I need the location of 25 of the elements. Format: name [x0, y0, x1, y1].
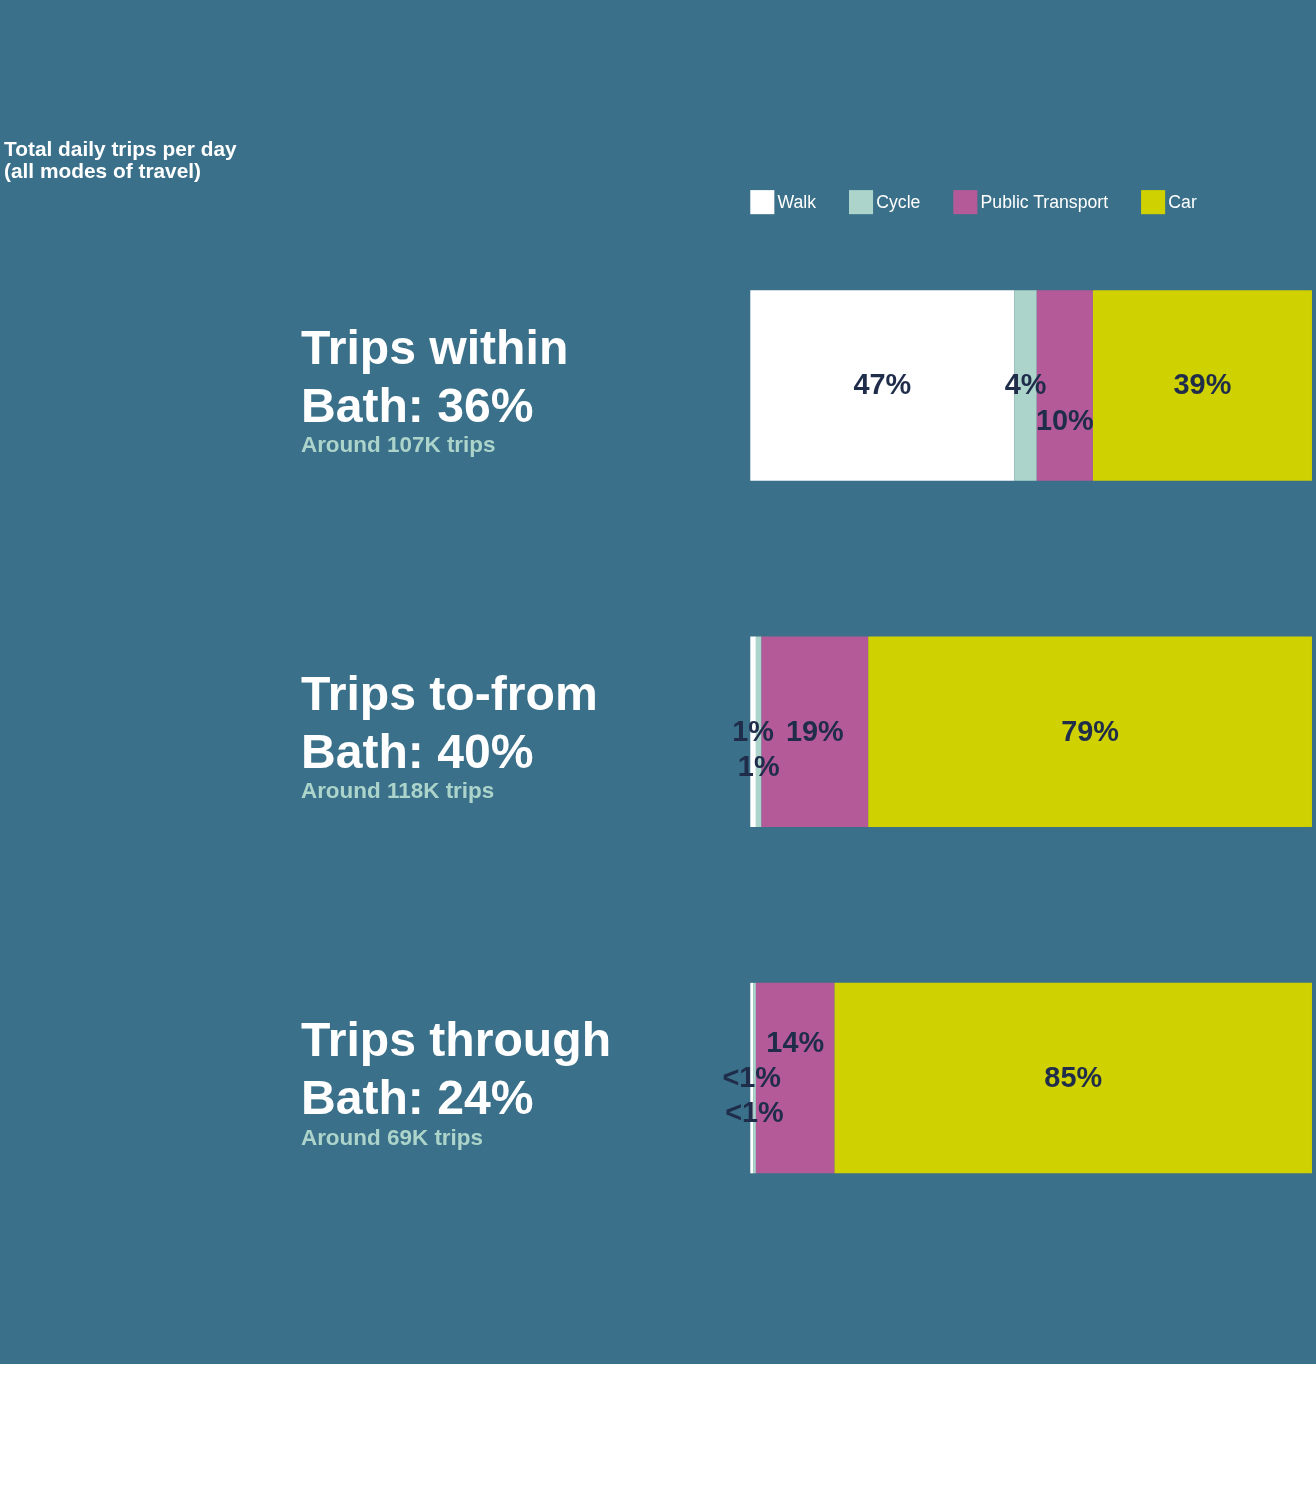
- y-tick-label: Trips to-from Bath: 40%: [300, 666, 598, 778]
- legend-label: Car: [1168, 191, 1197, 212]
- data-label: 39%: [1173, 368, 1232, 401]
- text: Around 107K trips: [300, 432, 496, 458]
- legend-label: Cycle: [876, 191, 921, 212]
- data-label: 1%: [737, 749, 780, 782]
- data-label: 19%: [785, 714, 844, 747]
- text: Around 69K trips: [300, 1124, 484, 1150]
- data-label: 10%: [1035, 403, 1094, 436]
- legend-label: Walk: [777, 191, 817, 212]
- bar: [1092, 290, 1312, 481]
- data-label: <1%: [722, 1060, 781, 1093]
- data-label: 14%: [766, 1025, 825, 1058]
- data-label: 47%: [853, 368, 912, 401]
- data-label: 79%: [1061, 714, 1120, 747]
- data-label: 1%: [732, 714, 774, 747]
- text: Around 118K trips: [300, 778, 495, 804]
- data-label: 85%: [1044, 1060, 1103, 1093]
- text: Total daily trips per day (all modes of travel): [4, 136, 238, 183]
- legend-label: Public Transport: [980, 191, 1109, 212]
- bar: [868, 636, 1312, 827]
- bar: [834, 982, 1312, 1174]
- y-tick-label: Trips through Bath: 24%: [300, 1012, 612, 1125]
- y-tick-label: Trips within Bath: 36%: [300, 319, 569, 432]
- data-label: <1%: [725, 1096, 784, 1129]
